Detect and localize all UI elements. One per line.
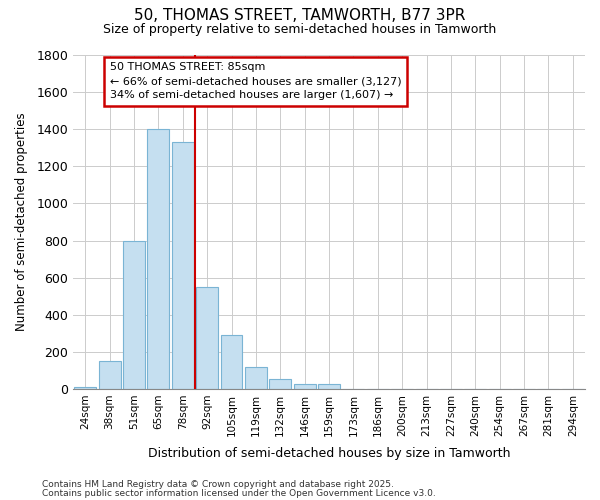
Text: 50 THOMAS STREET: 85sqm
← 66% of semi-detached houses are smaller (3,127)
34% of: 50 THOMAS STREET: 85sqm ← 66% of semi-de…	[110, 62, 401, 100]
Bar	[245, 366, 267, 389]
Bar	[98, 361, 121, 389]
Text: Contains HM Land Registry data © Crown copyright and database right 2025.: Contains HM Land Registry data © Crown c…	[42, 480, 394, 489]
Text: Contains public sector information licensed under the Open Government Licence v3: Contains public sector information licen…	[42, 488, 436, 498]
Bar	[221, 335, 242, 389]
Bar	[318, 384, 340, 389]
Bar	[269, 378, 291, 389]
Bar	[172, 142, 194, 389]
Bar	[196, 287, 218, 389]
X-axis label: Distribution of semi-detached houses by size in Tamworth: Distribution of semi-detached houses by …	[148, 447, 510, 460]
Bar	[293, 384, 316, 389]
Bar	[123, 240, 145, 389]
Text: Size of property relative to semi-detached houses in Tamworth: Size of property relative to semi-detach…	[103, 22, 497, 36]
Bar	[74, 387, 96, 389]
Y-axis label: Number of semi-detached properties: Number of semi-detached properties	[15, 112, 28, 332]
Bar	[148, 129, 169, 389]
Text: 50, THOMAS STREET, TAMWORTH, B77 3PR: 50, THOMAS STREET, TAMWORTH, B77 3PR	[134, 8, 466, 22]
